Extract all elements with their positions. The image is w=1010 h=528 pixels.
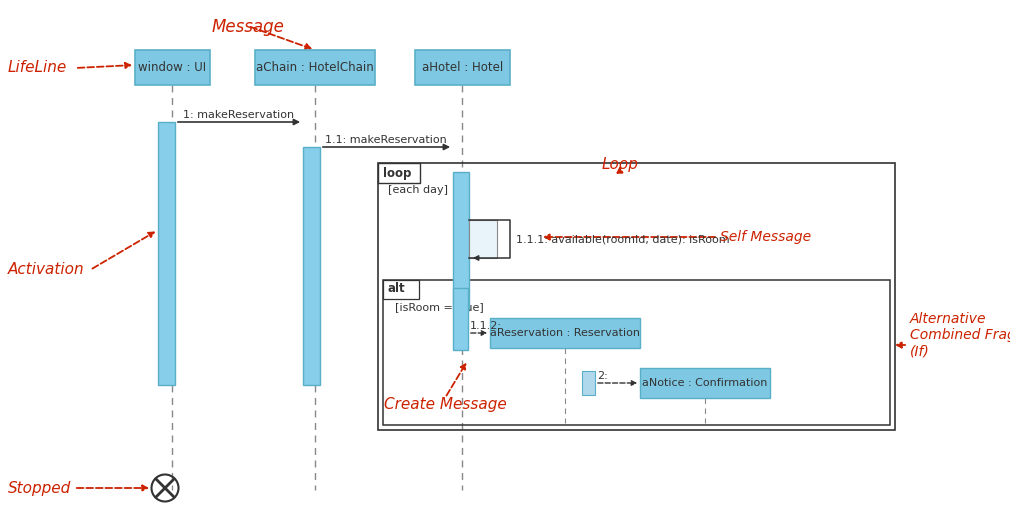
Bar — [383, 280, 890, 425]
Bar — [469, 220, 497, 258]
Text: loop: loop — [383, 166, 411, 180]
Text: Message: Message — [211, 18, 285, 36]
Bar — [582, 371, 595, 395]
Text: 1.1.2:: 1.1.2: — [470, 321, 502, 331]
Text: window : UI: window : UI — [138, 61, 207, 74]
Bar — [453, 172, 469, 310]
Text: 1.1: makeReservation: 1.1: makeReservation — [325, 135, 446, 145]
Text: aReservation : Reservation: aReservation : Reservation — [490, 328, 640, 338]
Text: Stopped: Stopped — [8, 480, 72, 495]
Text: Activation: Activation — [8, 262, 85, 278]
Bar — [383, 280, 419, 299]
Bar — [255, 50, 375, 85]
Bar — [158, 122, 175, 385]
Text: 2:: 2: — [597, 371, 608, 381]
Bar — [640, 368, 770, 398]
Text: 1.1.1: available(roomId, date): isRoom: 1.1.1: available(roomId, date): isRoom — [516, 234, 729, 244]
Text: Create Message: Create Message — [384, 398, 506, 412]
Bar — [453, 288, 468, 350]
Text: alt: alt — [387, 282, 405, 296]
Text: LifeLine: LifeLine — [8, 61, 68, 76]
Bar — [415, 50, 510, 85]
Text: aNotice : Confirmation: aNotice : Confirmation — [642, 378, 768, 388]
Bar — [378, 163, 420, 183]
Bar — [378, 163, 895, 430]
Bar — [490, 318, 640, 348]
Text: Self Message: Self Message — [720, 230, 811, 244]
Text: aChain : HotelChain: aChain : HotelChain — [257, 61, 374, 74]
Text: 1: makeReservation: 1: makeReservation — [184, 110, 295, 120]
Text: [isRoom = true]: [isRoom = true] — [395, 302, 484, 312]
Text: Loop: Loop — [602, 157, 638, 173]
Text: aHotel : Hotel: aHotel : Hotel — [422, 61, 503, 74]
Text: Alternative
Combined Fragment
(If): Alternative Combined Fragment (If) — [910, 312, 1010, 358]
Bar — [135, 50, 210, 85]
Text: [each day]: [each day] — [388, 185, 448, 195]
Bar — [303, 147, 320, 385]
